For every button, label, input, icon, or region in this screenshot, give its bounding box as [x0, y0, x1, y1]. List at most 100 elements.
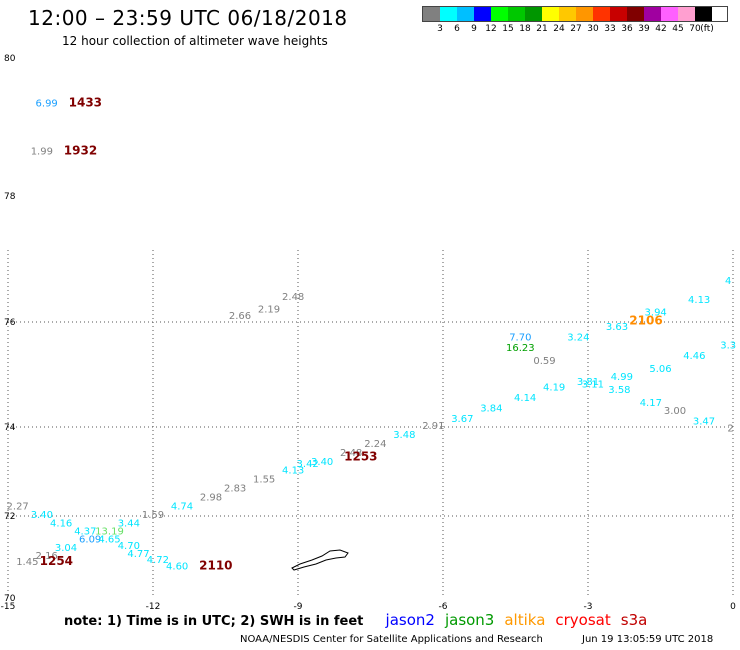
colorbar-cell	[525, 7, 542, 21]
map-grid	[7, 250, 734, 598]
swh-value: 2.91	[422, 421, 444, 432]
swh-value: 4.99	[611, 372, 633, 383]
colorbar-cell	[644, 7, 661, 21]
swh-value: 16.23	[506, 343, 535, 354]
swh-value: 4.16	[50, 518, 72, 529]
swh-value: 6.09	[79, 535, 101, 546]
colorbar-tick-label: 33	[604, 24, 616, 34]
colorbar-tick-label: 9	[471, 24, 477, 34]
colorbar-cell	[661, 7, 678, 21]
swh-value: 3.3	[720, 340, 736, 351]
colorbar-cell	[593, 7, 610, 21]
colorbar-cell	[542, 7, 559, 21]
colorbar-legend: 3 6 9 12 15 18 21 24 27 30 33 36 39 42 45 70 (ft)	[422, 6, 728, 36]
swh-value: 1.55	[253, 475, 275, 486]
swh-value: 4.46	[683, 351, 705, 362]
pass-time: 1433	[69, 95, 102, 109]
lon-tick-label: -6	[439, 602, 448, 612]
swh-value: 3.44	[118, 518, 140, 529]
swh-value: 2.66	[229, 311, 251, 322]
satellite-legend-altika: altika	[504, 611, 546, 629]
pass-time: 2110	[199, 558, 232, 572]
lon-tick-label: -15	[1, 602, 16, 612]
swh-value: 3.40	[311, 457, 333, 468]
colorbar-tick-label: 39	[638, 24, 650, 34]
swh-value: 3.47	[693, 416, 715, 427]
swh-value: 3.42	[297, 459, 319, 470]
pass-time: 1254	[40, 554, 73, 568]
swh-value: 3.81	[577, 377, 599, 388]
satellite-list: jason2 jason3 altika cryosat s3a	[385, 611, 658, 629]
swh-value: 2.83	[224, 484, 246, 495]
swh-value: 2.98	[200, 492, 222, 503]
colorbar-tick-label: 6	[454, 24, 460, 34]
colorbar-tick-label: 21	[536, 24, 548, 34]
colorbar-cell	[627, 7, 644, 21]
satellite-legend-jason2: jason2	[385, 611, 435, 629]
colorbar-tick-label: 45	[672, 24, 684, 34]
colorbar-tick-label: 3	[437, 24, 443, 34]
colorbar-unit: (ft)	[700, 24, 714, 34]
swh-value: 13.19	[95, 526, 124, 537]
swh-value: 0.59	[533, 356, 555, 367]
lon-tick-label: -3	[584, 602, 593, 612]
lat-tick-label: 80	[4, 54, 16, 64]
page-subtitle: 12 hour collection of altimeter wave hei…	[62, 34, 328, 48]
swh-value: 2	[727, 423, 733, 434]
swh-value: 2.48	[282, 292, 304, 303]
colorbar-tick-label: 24	[553, 24, 565, 34]
colorbar-cell	[610, 7, 627, 21]
swh-value: 5.06	[649, 364, 671, 375]
lon-tick-label: -9	[294, 602, 303, 612]
colorbar-tick-label: 27	[570, 24, 582, 34]
pass-time: 1253	[344, 449, 377, 463]
colorbar-ticks: 3 6 9 12 15 18 21 24 27 30 33 36 39 42 45 70 (ft)	[422, 22, 728, 36]
swh-value: 1.99	[31, 147, 53, 158]
swh-value: 6.99	[36, 98, 58, 109]
lat-tick-label: 74	[4, 423, 16, 433]
map-axis-labels: 80 78 76 74 72 70-15 -12 -9 -6 -3 0	[1, 54, 736, 612]
swh-value: 3.24	[567, 332, 589, 343]
legend-bar: note: 1) Time is in UTC; 2) SWH is in fe…	[64, 611, 657, 629]
lat-tick-label: 76	[4, 318, 16, 328]
swh-value: 3.11	[582, 380, 604, 391]
satellite-legend-s3a: s3a	[620, 611, 648, 629]
swh-value: 1.59	[142, 510, 164, 521]
colorbar-cell	[559, 7, 576, 21]
colorbar-cell	[508, 7, 525, 21]
colorbar-tick-label: 30	[587, 24, 599, 34]
colorbar-cell	[576, 7, 593, 21]
pass-time: 2106	[629, 314, 662, 328]
pass-time: 1932	[64, 144, 97, 158]
lat-tick-label: 72	[4, 512, 15, 522]
swh-value: 3.84	[480, 403, 502, 414]
colorbar-tick-label: 18	[519, 24, 531, 34]
swh-value: 3.63	[606, 322, 628, 333]
colorbar-cell	[474, 7, 491, 21]
footer-timestamp: Jun 19 13:05:59 UTC 2018	[582, 634, 714, 645]
swh-points: 6.99 1.99 4 4.13 3.94 3.63 3.24 3.3 4.46 5.06 4.99…	[7, 98, 737, 572]
colorbar-cell	[695, 7, 712, 21]
swh-value: 4.13	[688, 295, 710, 306]
colorbar-tick-label: 36	[621, 24, 633, 34]
lat-tick-label: 70	[4, 594, 16, 604]
island-outline	[291, 549, 349, 571]
colorbar-cell	[457, 7, 474, 21]
swh-value: 4.72	[147, 555, 169, 566]
colorbar-cell	[423, 7, 440, 21]
page-title: 12:00 – 23:59 UTC 06/18/2018	[28, 6, 348, 30]
swh-value: 2.48	[340, 448, 362, 459]
swh-value: 2.27	[7, 501, 29, 512]
swh-value: 3.04	[55, 543, 77, 554]
colorbar-cell	[678, 7, 695, 21]
swh-value: 3.00	[664, 406, 686, 417]
swh-value: 4.70	[118, 541, 140, 552]
swh-value: 4.74	[171, 501, 193, 512]
swh-value: 1.45	[16, 557, 38, 568]
swh-value: 7.70	[509, 332, 531, 343]
legend-note: note: 1) Time is in UTC; 2) SWH is in fe…	[64, 614, 364, 629]
lat-tick-label: 78	[4, 192, 16, 202]
swh-value: 4.14	[514, 393, 536, 404]
swh-value: 3.58	[608, 385, 630, 396]
